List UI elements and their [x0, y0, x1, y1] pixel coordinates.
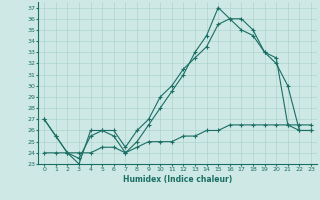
X-axis label: Humidex (Indice chaleur): Humidex (Indice chaleur) — [123, 175, 232, 184]
